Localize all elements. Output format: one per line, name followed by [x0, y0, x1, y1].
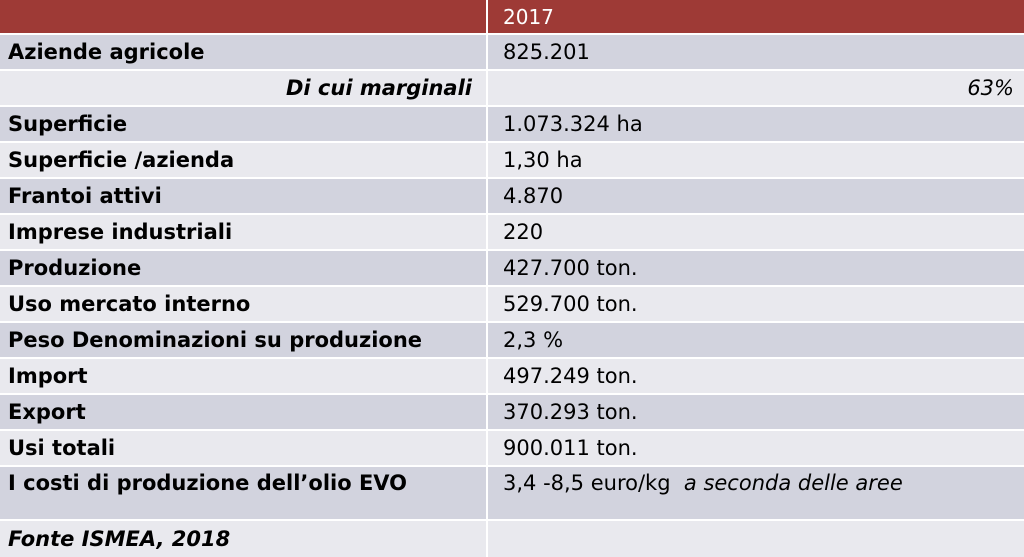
table-row: Superficie /azienda 1,30 ha	[0, 141, 1024, 178]
row-label: Uso mercato interno	[0, 285, 487, 322]
table-row: Aziende agricole 825.201	[0, 33, 1024, 70]
row-label: Peso Denominazioni su produzione	[0, 321, 487, 358]
row-label: Usi totali	[0, 429, 487, 466]
row-label: Superficie	[0, 105, 487, 142]
row-value: 220	[486, 213, 1024, 250]
row-value: 63%	[486, 69, 1024, 106]
source-empty-cell	[486, 519, 1024, 557]
row-value: 497.249 ton.	[486, 357, 1024, 394]
table-row: Export 370.293 ton.	[0, 393, 1024, 430]
row-label: Di cui marginali	[0, 69, 487, 106]
row-label: Imprese industriali	[0, 213, 487, 250]
row-label: Produzione	[0, 249, 487, 286]
row-value: 4.870	[486, 177, 1024, 214]
table-row: Peso Denominazioni su produzione 2,3 %	[0, 321, 1024, 358]
row-label: I costi di produzione dell’olio EVO	[0, 465, 487, 520]
row-label: Export	[0, 393, 487, 430]
table-row: Frantoi attivi 4.870	[0, 177, 1024, 214]
row-value: 1,30 ha	[486, 141, 1024, 178]
row-label: Aziende agricole	[0, 33, 487, 70]
table-row: Superficie 1.073.324 ha	[0, 105, 1024, 142]
row-label: Frantoi attivi	[0, 177, 487, 214]
source-row: Fonte ISMEA, 2018	[0, 519, 1024, 557]
row-value: 3,4 -8,5 euro/kg a seconda delle aree	[486, 465, 1024, 520]
cost-note: a seconda delle aree	[683, 471, 903, 495]
table-row: Usi totali 900.011 ton.	[0, 429, 1024, 466]
row-value: 825.201	[486, 33, 1024, 70]
row-value: 370.293 ton.	[486, 393, 1024, 430]
header-label-cell	[0, 0, 487, 34]
table-row: Imprese industriali 220	[0, 213, 1024, 250]
row-value: 2,3 %	[486, 321, 1024, 358]
row-label: Superficie /azienda	[0, 141, 487, 178]
table-row: I costi di produzione dell’olio EVO 3,4 …	[0, 465, 1024, 520]
table-row: Produzione 427.700 ton.	[0, 249, 1024, 286]
row-value: 1.073.324 ha	[486, 105, 1024, 142]
cost-range: 3,4 -8,5 euro/kg	[503, 471, 671, 495]
table-row: Import 497.249 ton.	[0, 357, 1024, 394]
source-label: Fonte ISMEA, 2018	[0, 519, 487, 557]
table-header-row: 2017	[0, 0, 1024, 34]
header-year-cell: 2017	[486, 0, 1024, 34]
row-value: 900.011 ton.	[486, 429, 1024, 466]
row-label: Import	[0, 357, 487, 394]
table-row: Uso mercato interno 529.700 ton.	[0, 285, 1024, 322]
row-value: 427.700 ton.	[486, 249, 1024, 286]
row-value: 529.700 ton.	[486, 285, 1024, 322]
table-row: Di cui marginali 63%	[0, 69, 1024, 106]
